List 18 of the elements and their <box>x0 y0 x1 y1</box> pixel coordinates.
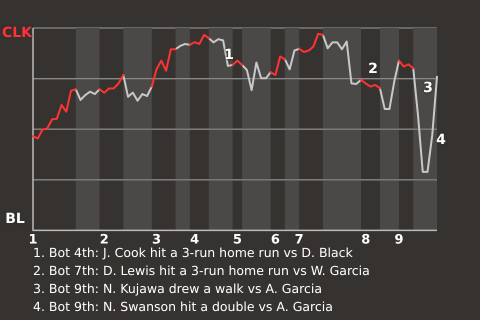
text: CLK <box>2 25 32 41</box>
x-tick-label: 1 <box>28 232 38 248</box>
x-tick-label: 9 <box>394 232 404 248</box>
x-tick-label: 7 <box>294 232 304 248</box>
text: 1. Bot 4th: J. Cook hit a 3-run home run vs D. Black <box>33 245 353 260</box>
annotation: 4 <box>436 132 446 148</box>
text: BL <box>5 211 25 227</box>
x-tick-label: 4 <box>190 232 200 248</box>
x-tick-label: 6 <box>270 232 280 248</box>
x-tick-label: 2 <box>100 232 109 248</box>
text: 4. Bot 9th: N. Swanson hit a double vs A. Garcia <box>33 298 334 316</box>
x-tick-label: 8 <box>361 232 370 248</box>
text: 2. Bot 7th: D. Lewis hit a 3-run home run vs W. Garcia <box>33 262 370 280</box>
annotation: 3 <box>423 80 433 96</box>
x-tick-label: 5 <box>232 232 242 248</box>
annotation: 2 <box>368 61 378 77</box>
x-tick-label: 3 <box>152 232 162 248</box>
text: 3. Bot 9th: N. Kujawa drew a walk vs A. Garcia <box>33 280 324 298</box>
